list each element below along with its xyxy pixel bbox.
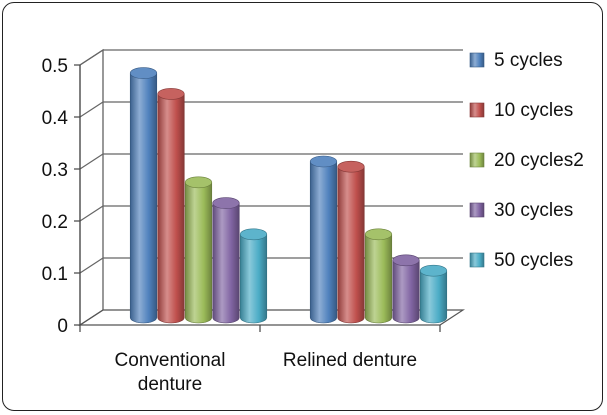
bar [419, 264, 448, 324]
bar-body [309, 161, 338, 324]
bar-body [392, 260, 420, 324]
bar-top [309, 155, 338, 168]
y-tick-label: 0.5 [42, 56, 68, 77]
gridline [79, 153, 463, 170]
bar [212, 197, 240, 324]
legend-label: 10 cycles [494, 100, 573, 121]
bar-body [184, 182, 213, 324]
gridline [79, 49, 463, 66]
bar [157, 88, 185, 324]
bar [309, 155, 338, 324]
bar-top [337, 160, 365, 173]
bar [392, 254, 420, 324]
side-wall [79, 48, 104, 327]
y-tick-label: 0.4 [42, 108, 69, 129]
x-axis: Conventional denture Relined denture [79, 325, 441, 395]
bar [364, 228, 393, 324]
bar [129, 67, 158, 324]
category-label: Conventional denture [115, 350, 226, 395]
legend-label: 30 cycles [494, 200, 573, 221]
y-axis: 0 0.1 0.2 0.3 0.4 0.5 [42, 56, 81, 337]
grid-lines [79, 49, 463, 274]
bar [337, 160, 365, 324]
legend-swatch [469, 52, 485, 68]
bar-top [364, 228, 393, 241]
bar-top [184, 176, 213, 189]
legend-swatch [469, 202, 485, 218]
bar-top [212, 197, 240, 209]
floor [77, 309, 466, 326]
bar-body [364, 234, 393, 324]
bar-top [129, 67, 158, 79]
legend-item: 5 cycles [469, 50, 563, 71]
legend-label: 20 cycles2 [494, 150, 584, 171]
y-tick-label: 0 [57, 316, 68, 337]
legend-item: 20 cycles2 [469, 150, 584, 171]
legend-swatch [469, 152, 485, 168]
y-tick-label: 0.1 [42, 264, 68, 285]
legend-label: 50 cycles [494, 250, 573, 271]
bar-body [239, 234, 268, 324]
bar-body [419, 270, 448, 324]
legend: 5 cycles 10 cycles 20 cycles2 30 cycles 50 c… [469, 50, 584, 271]
legend-item: 10 cycles [469, 100, 573, 121]
legend-swatch [469, 102, 485, 118]
category-label: Relined denture [283, 350, 417, 371]
bar-body [212, 202, 240, 324]
legend-swatch [469, 252, 485, 268]
legend-item: 30 cycles [469, 200, 573, 221]
bars [129, 67, 448, 324]
bar-body [337, 166, 365, 324]
legend-label: 5 cycles [494, 50, 563, 71]
bar-top [392, 254, 420, 267]
bar-body [129, 72, 158, 324]
bar [239, 228, 268, 324]
bar-top [157, 88, 185, 100]
bar-top [419, 264, 448, 277]
y-tick-label: 0.2 [42, 212, 68, 233]
y-tick-label: 0.3 [42, 160, 68, 181]
bar-body [157, 93, 185, 324]
bar [184, 176, 213, 324]
legend-item: 50 cycles [469, 250, 573, 271]
gridline [79, 101, 463, 118]
bar-top [239, 228, 268, 241]
